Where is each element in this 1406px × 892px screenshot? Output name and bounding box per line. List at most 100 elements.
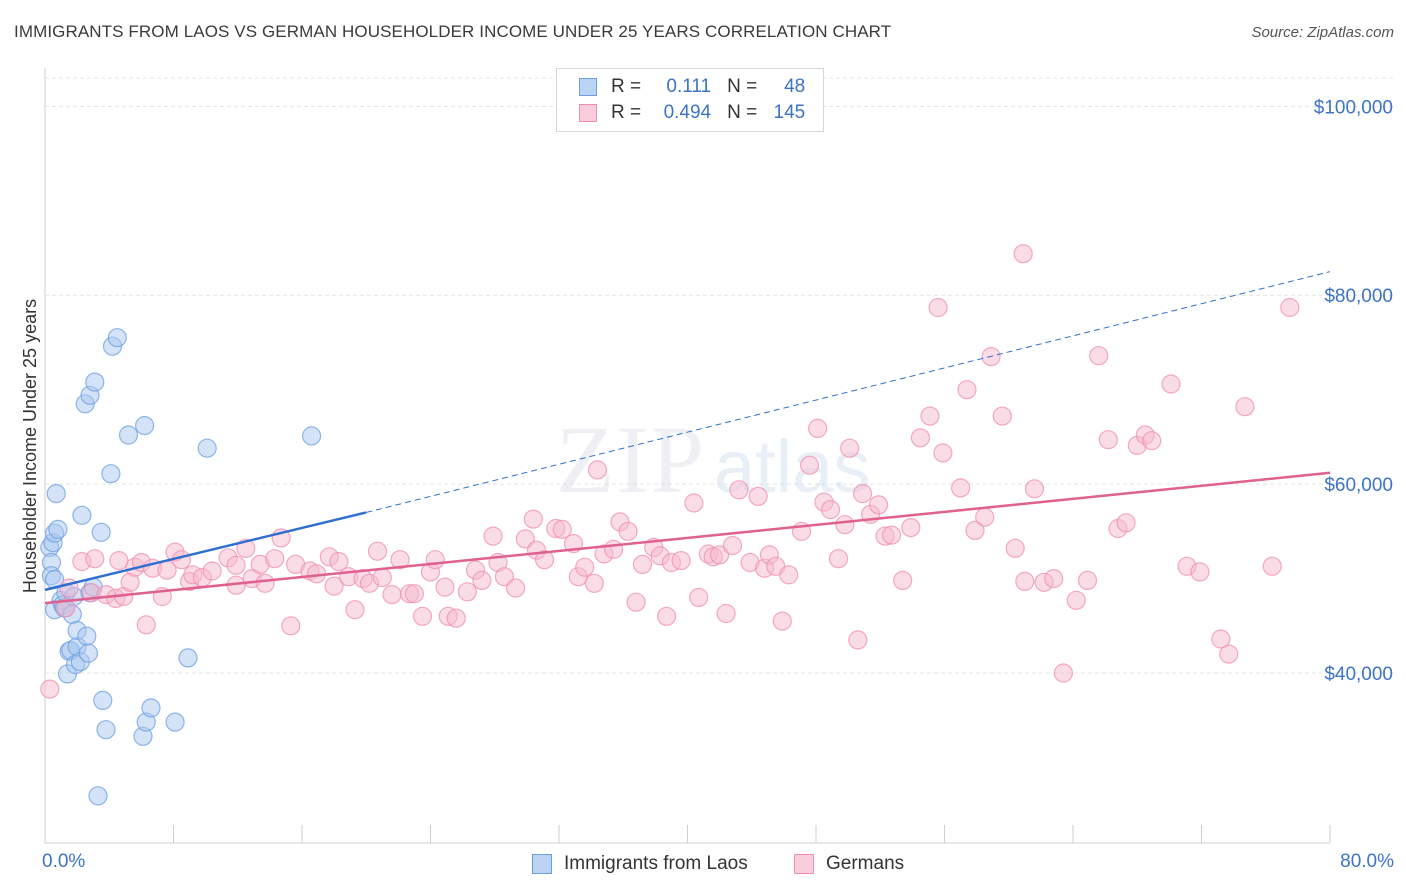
- point-germans-40: [345, 600, 365, 620]
- point-laos-39: [135, 416, 155, 436]
- legend-r-label: R =: [611, 76, 642, 97]
- point-germans-103: [820, 500, 841, 520]
- bottom-legend-label-laos: Immigrants from Laos: [564, 853, 748, 874]
- bottom-legend-laos: Immigrants from Laos: [532, 851, 748, 877]
- point-germans-124: [1005, 538, 1025, 558]
- point-laos-37: [118, 425, 139, 445]
- point-germans-71: [584, 573, 604, 593]
- point-germans-147: [1013, 244, 1033, 264]
- axes: [44, 68, 1331, 844]
- point-germans-107: [848, 630, 868, 650]
- point-germans-141: [1190, 562, 1210, 582]
- point-laos-7: [46, 484, 66, 504]
- point-germans-61: [505, 578, 526, 598]
- point-laos-8: [48, 519, 68, 540]
- y-tick-labels: $40,000 $60,000 $80,000 $100,000: [1314, 97, 1393, 685]
- y-tick-label-3: $100,000: [1314, 97, 1393, 118]
- point-laos-33: [96, 720, 116, 740]
- source-credit: Source: ZipAtlas.com: [1251, 24, 1394, 41]
- point-germans-76: [618, 521, 638, 541]
- legend-r-label: R =: [611, 102, 642, 123]
- point-laos-30: [88, 786, 108, 806]
- point-germans-128: [1044, 568, 1064, 589]
- point-laos-41: [141, 698, 161, 718]
- point-germans-83: [671, 550, 691, 571]
- point-germans-105: [835, 515, 855, 535]
- point-germans-44: [372, 567, 392, 588]
- point-germans-112: [881, 525, 902, 545]
- point-germans-70: [575, 557, 595, 577]
- point-germans-72: [587, 460, 608, 480]
- point-germans-85: [689, 587, 709, 608]
- point-laos-43: [178, 648, 198, 668]
- series-germans: [40, 244, 1300, 699]
- point-laos-45: [302, 426, 322, 446]
- point-germans-143: [1211, 629, 1231, 649]
- legend-n-label: N =: [727, 102, 758, 123]
- legend-n-value: 145: [773, 102, 806, 123]
- point-germans-78: [632, 554, 653, 575]
- legend-row-laos: R = 0.111 N = 48: [579, 74, 805, 100]
- point-laos-44: [197, 438, 217, 458]
- point-germans-32: [281, 616, 301, 636]
- point-germans-108: [852, 484, 873, 504]
- point-germans-129: [1053, 663, 1074, 683]
- point-germans-131: [1077, 570, 1098, 591]
- point-laos-42: [165, 712, 185, 732]
- legend-r-value: 0.111: [666, 76, 712, 97]
- point-germans-114: [901, 517, 921, 538]
- y-tick-label-1: $60,000: [1324, 475, 1393, 496]
- point-germans-57: [472, 570, 492, 591]
- point-germans-135: [1116, 513, 1136, 533]
- point-germans-148: [1280, 297, 1300, 318]
- point-germans-113: [893, 570, 913, 591]
- point-germans-130: [1066, 590, 1086, 610]
- point-germans-52: [435, 577, 455, 597]
- point-germans-45: [382, 584, 402, 605]
- point-laos-22: [72, 505, 92, 525]
- legend-n-label: N =: [727, 76, 758, 97]
- watermark-zip: ZIP: [556, 406, 706, 513]
- point-germans-91: [729, 480, 749, 500]
- correlation-legend: R = 0.111 N = 48 R = 0.494 N = 145: [556, 68, 824, 132]
- point-germans-43: [367, 541, 388, 561]
- point-germans-38: [329, 551, 349, 572]
- point-germans-5: [85, 549, 105, 569]
- point-germans-119: [957, 380, 977, 400]
- point-germans-74: [603, 539, 624, 559]
- legend-swatch-laos: [579, 78, 597, 96]
- bottom-legend-swatch-laos: [532, 854, 552, 874]
- point-laos-24: [77, 626, 97, 646]
- point-germans-48: [404, 584, 424, 604]
- point-germans-100: [799, 455, 820, 475]
- point-germans-144: [1235, 397, 1255, 417]
- point-germans-49: [412, 606, 433, 626]
- point-germans-51: [425, 550, 445, 570]
- point-germans-84: [684, 493, 704, 513]
- point-germans-88: [709, 545, 730, 565]
- point-germans-0: [40, 679, 60, 699]
- point-germans-13: [136, 615, 156, 635]
- trend-lines: [44, 271, 1331, 605]
- point-germans-77: [626, 592, 646, 612]
- bottom-legend-germans: Germans: [794, 851, 904, 877]
- point-germans-97: [772, 611, 792, 631]
- point-germans-46: [390, 550, 410, 570]
- point-germans-101: [807, 418, 828, 438]
- legend-row-germans: R = 0.494 N = 145: [579, 100, 805, 126]
- point-germans-8: [109, 550, 129, 571]
- point-laos-36: [107, 328, 127, 348]
- point-germans-115: [910, 428, 931, 448]
- point-germans-89: [716, 603, 736, 624]
- x-tick-label-max: 80.0%: [1340, 851, 1394, 872]
- point-germans-117: [933, 443, 953, 463]
- point-germans-142: [1219, 644, 1239, 664]
- bottom-legend-swatch-germans: [794, 854, 814, 874]
- trend-line-laos-extension: [366, 271, 1331, 513]
- point-germans-29: [255, 573, 275, 593]
- point-germans-98: [779, 565, 799, 585]
- point-laos-29: [85, 372, 105, 392]
- point-germans-106: [840, 438, 860, 458]
- point-laos-34: [101, 464, 121, 484]
